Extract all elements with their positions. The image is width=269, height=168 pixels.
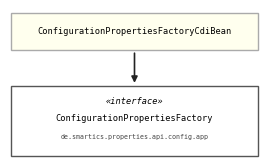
- Text: «interface»: «interface»: [106, 97, 163, 106]
- Bar: [11, 86, 258, 156]
- Text: de.smartics.properties.api.config.app: de.smartics.properties.api.config.app: [61, 134, 208, 140]
- Bar: [11, 13, 258, 50]
- Text: ConfigurationPropertiesFactory: ConfigurationPropertiesFactory: [56, 114, 213, 123]
- Text: ConfigurationPropertiesFactoryCdiBean: ConfigurationPropertiesFactoryCdiBean: [37, 27, 232, 36]
